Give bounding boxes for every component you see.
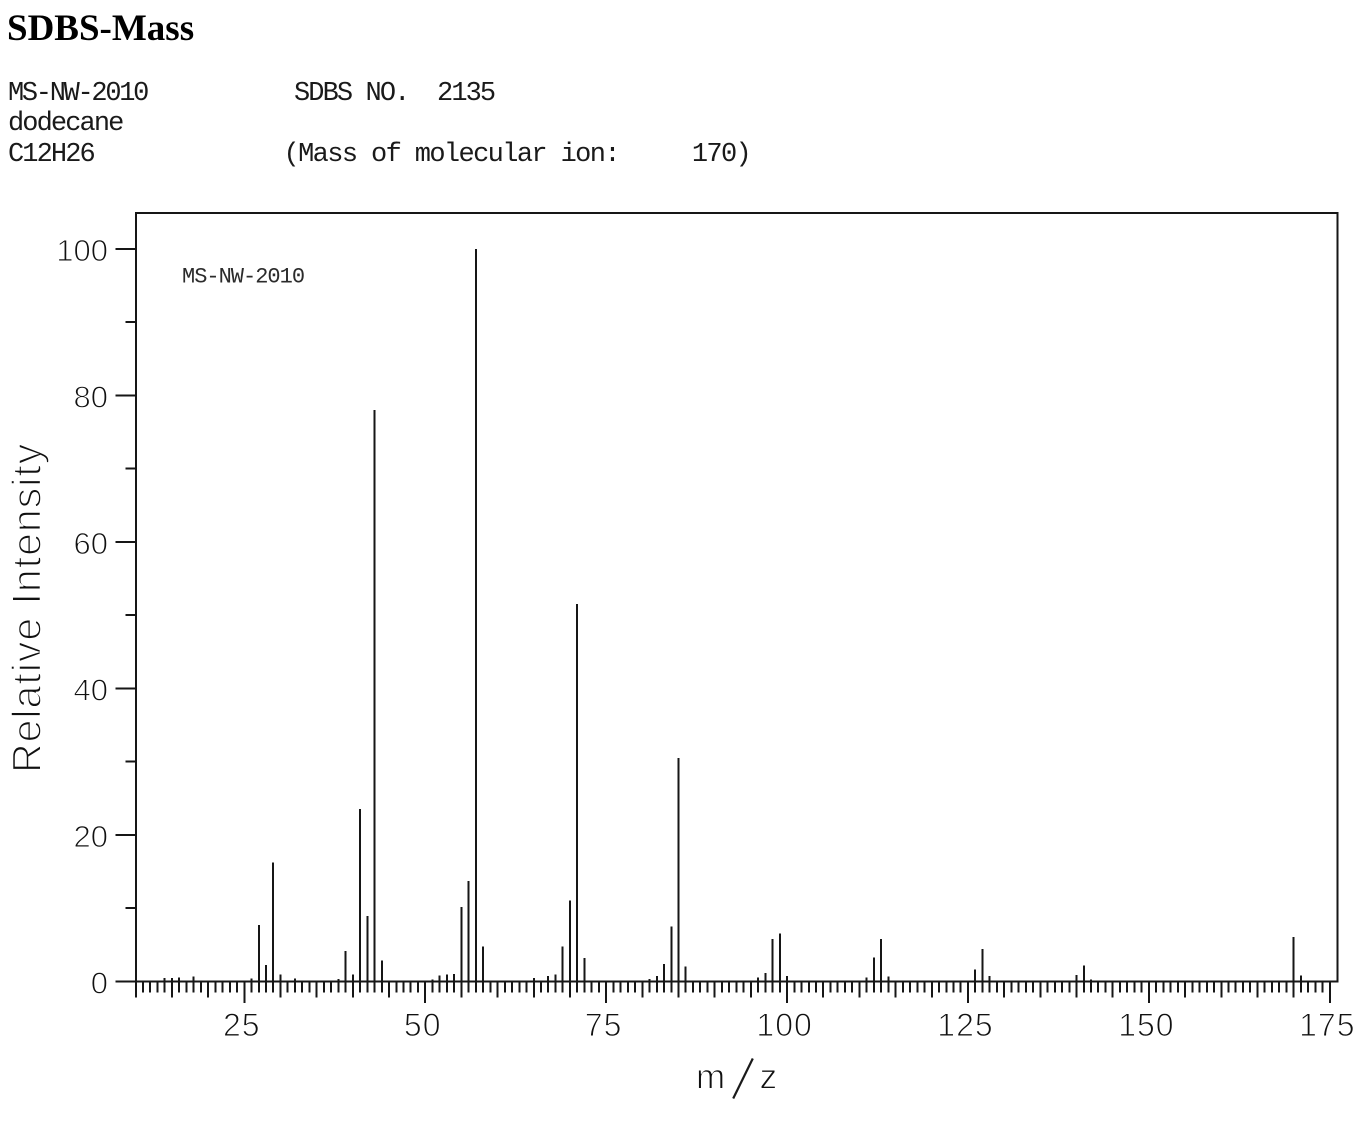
svg-text:25: 25 xyxy=(223,1007,261,1043)
svg-text:150: 150 xyxy=(1118,1007,1174,1043)
svg-text:Relative Intensity: Relative Intensity xyxy=(4,443,50,773)
svg-text:0: 0 xyxy=(91,965,108,1000)
svg-text:50: 50 xyxy=(404,1007,442,1043)
svg-text:100: 100 xyxy=(56,233,108,268)
svg-text:40: 40 xyxy=(74,672,108,707)
svg-text:20: 20 xyxy=(74,819,108,854)
svg-text:60: 60 xyxy=(74,526,108,561)
svg-text:80: 80 xyxy=(74,379,108,414)
svg-text:z: z xyxy=(760,1058,778,1097)
svg-text:m: m xyxy=(696,1058,725,1097)
svg-text:125: 125 xyxy=(937,1007,993,1043)
svg-text:MS-NW-2010: MS-NW-2010 xyxy=(182,265,304,290)
svg-text:75: 75 xyxy=(585,1007,623,1043)
svg-text:100: 100 xyxy=(756,1007,812,1043)
svg-text:175: 175 xyxy=(1299,1007,1355,1043)
